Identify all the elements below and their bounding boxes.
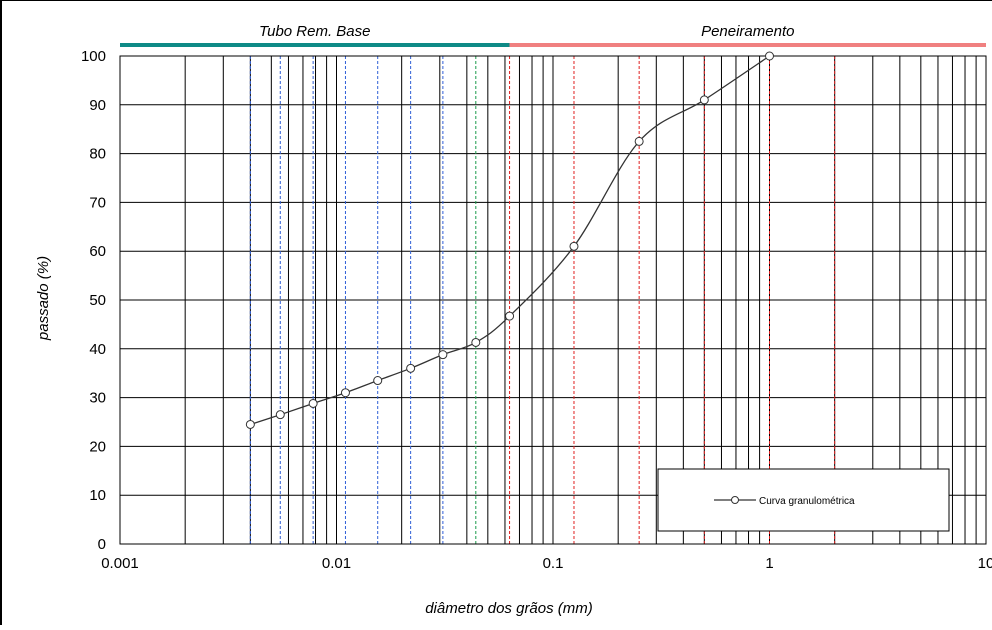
data-point: [505, 311, 515, 321]
y-tick-label: 30: [89, 390, 106, 407]
tick-labels: 0 10 20 30 40 50 60 70 80 90 100 0.001 0.01 0.1 1 10: [81, 48, 992, 572]
data-point: [340, 388, 350, 398]
data-point: [245, 419, 255, 429]
x-tick-label: 0.1: [543, 555, 564, 572]
data-point: [765, 51, 774, 61]
range-title: Tubo Rem. Base: [259, 23, 370, 40]
x-tick-label: 10: [978, 555, 992, 572]
y-tick-label: 0: [98, 536, 106, 553]
data-point: [471, 337, 481, 347]
x-tick-label: 1: [765, 555, 773, 572]
legend-label: Curva granulométrica: [759, 496, 855, 507]
y-tick-label: 70: [89, 194, 106, 211]
y-tick-label: 10: [89, 487, 106, 504]
y-tick-label: 90: [89, 97, 106, 114]
y-tick-label: 20: [89, 438, 106, 455]
y-tick-label: 100: [81, 48, 106, 65]
legend-marker: [731, 496, 739, 504]
legend: Curva granulométrica: [657, 468, 950, 532]
x-tick-label: 0.01: [322, 555, 351, 572]
series: [245, 51, 774, 429]
data-point: [438, 350, 448, 360]
range-bars: Tubo Rem. Base Peneiramento: [120, 23, 986, 47]
y-tick-label: 40: [89, 341, 106, 358]
x-tick-label: 0.001: [101, 555, 139, 572]
data-point: [373, 376, 383, 386]
data-point: [275, 410, 285, 420]
y-axis-title: passado (%): [35, 256, 52, 341]
legend-box: [657, 468, 950, 532]
y-tick-label: 50: [89, 292, 106, 309]
data-point: [569, 241, 579, 251]
data-point: [308, 398, 318, 408]
data-point: [406, 363, 416, 373]
plot-frame: [119, 55, 987, 545]
x-axis-title: diâmetro dos grãos (mm): [425, 600, 593, 617]
y-tick-label: 80: [89, 146, 106, 163]
range-title: Peneiramento: [701, 23, 794, 40]
y-tick-label: 60: [89, 243, 106, 260]
data-point: [634, 136, 644, 146]
data-point: [699, 95, 709, 105]
